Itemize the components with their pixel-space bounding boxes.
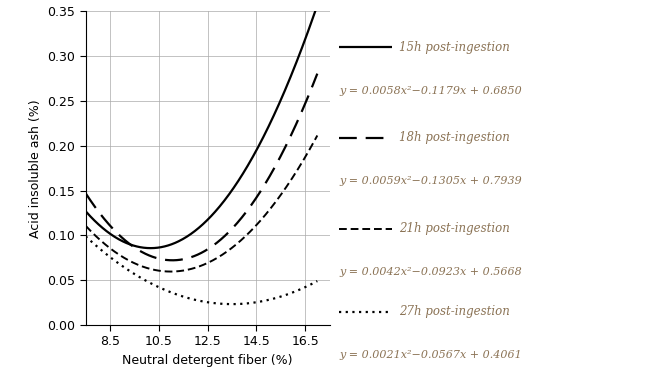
Text: 18h post-ingestion: 18h post-ingestion — [399, 132, 509, 144]
Text: y = 0.0021x²−0.0567x + 0.4061: y = 0.0021x²−0.0567x + 0.4061 — [339, 350, 522, 360]
X-axis label: Neutral detergent fiber (%): Neutral detergent fiber (%) — [123, 354, 293, 367]
Y-axis label: Acid insoluble ash (%): Acid insoluble ash (%) — [29, 99, 42, 237]
Text: y = 0.0059x²−0.1305x + 0.7939: y = 0.0059x²−0.1305x + 0.7939 — [339, 177, 522, 186]
Text: 21h post-ingestion: 21h post-ingestion — [399, 222, 509, 235]
Text: 27h post-ingestion: 27h post-ingestion — [399, 305, 509, 318]
Text: 15h post-ingestion: 15h post-ingestion — [399, 41, 509, 54]
Text: y = 0.0058x²−0.1179x + 0.6850: y = 0.0058x²−0.1179x + 0.6850 — [339, 86, 522, 96]
Text: y = 0.0042x²−0.0923x + 0.5668: y = 0.0042x²−0.0923x + 0.5668 — [339, 267, 522, 277]
